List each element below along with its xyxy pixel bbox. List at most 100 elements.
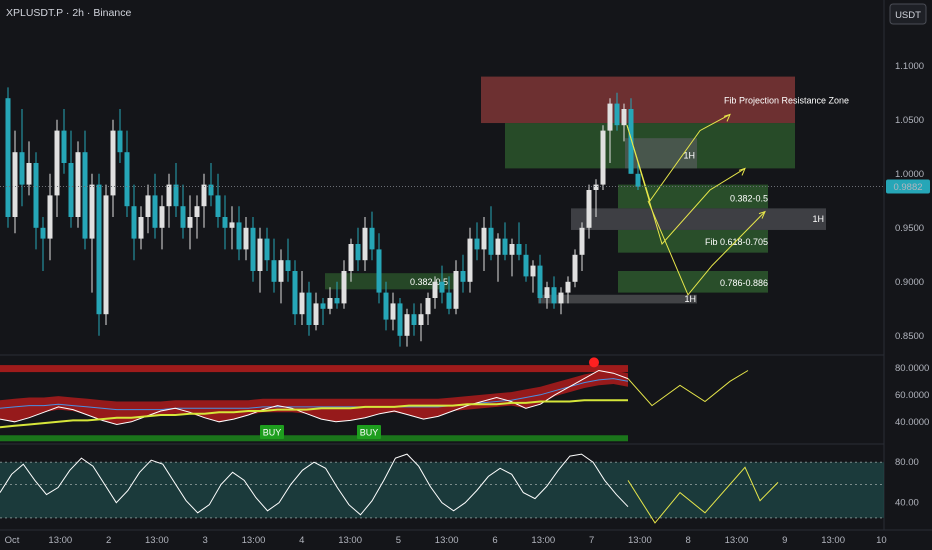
candle-body bbox=[516, 244, 522, 255]
zone-box bbox=[325, 273, 455, 290]
zone-label: 0.786-0.886 bbox=[720, 278, 768, 288]
zone-label: Fib Projection Resistance Zone bbox=[724, 95, 849, 105]
time-tick-label: 10 bbox=[876, 535, 887, 546]
candle-body bbox=[159, 206, 165, 228]
trend-cloud bbox=[0, 370, 628, 425]
zone-box bbox=[481, 76, 795, 124]
candle-body bbox=[47, 195, 53, 239]
projection-arrowhead bbox=[738, 167, 746, 176]
candle-body bbox=[509, 244, 515, 255]
candle-body bbox=[278, 260, 284, 282]
grid bbox=[0, 0, 932, 531]
candle-body bbox=[502, 238, 508, 255]
time-tick-label: 13:00 bbox=[145, 535, 169, 546]
candle-body bbox=[117, 130, 123, 153]
oscillator-band bbox=[0, 462, 884, 518]
candle-body bbox=[208, 184, 214, 196]
candle-body bbox=[495, 238, 501, 255]
axes: Oct 13:00 2 13:00 3 13:00 4 13:00 5 13:00 6 13:00 7 1… bbox=[0, 61, 930, 546]
time-tick-label: 7 bbox=[589, 535, 594, 546]
candle-body bbox=[320, 303, 326, 309]
candle-body bbox=[432, 281, 438, 298]
trend-oscillator-pane: BUY BUY bbox=[0, 357, 749, 442]
candle-body bbox=[257, 238, 263, 271]
zone-box bbox=[538, 294, 697, 304]
time-tick-label: 8 bbox=[686, 535, 691, 546]
candle-body bbox=[614, 103, 620, 126]
candle-body bbox=[348, 244, 354, 271]
overbought-band bbox=[0, 365, 628, 373]
time-tick-label: 13:00 bbox=[628, 535, 652, 546]
price-tick-label: 0.9000 bbox=[895, 277, 924, 288]
candle-body bbox=[565, 281, 571, 293]
time-tick-label: Oct bbox=[5, 535, 20, 546]
candle-body bbox=[285, 260, 291, 271]
candle-body bbox=[306, 292, 312, 325]
candle-body bbox=[180, 206, 186, 228]
candle-body bbox=[439, 281, 445, 293]
currency-button[interactable] bbox=[889, 3, 927, 25]
price-tick-label: 0.8500 bbox=[895, 331, 924, 342]
osc-series-line bbox=[0, 378, 629, 411]
candle-body bbox=[355, 244, 361, 261]
last-price-tag bbox=[886, 179, 930, 194]
candle-body bbox=[215, 195, 221, 217]
candle-body bbox=[579, 227, 585, 255]
candle-body bbox=[201, 184, 207, 207]
candle-body bbox=[369, 227, 375, 250]
price-tick-label: 1.0000 bbox=[895, 169, 924, 180]
candle-body bbox=[453, 271, 459, 309]
time-tick-label: 13:00 bbox=[242, 535, 266, 546]
candle-body bbox=[390, 303, 396, 320]
candle-body bbox=[19, 152, 25, 185]
osc-tick-label: 40.0000 bbox=[895, 417, 929, 428]
buy-signal-label: BUY bbox=[360, 428, 379, 438]
time-tick-label: 9 bbox=[782, 535, 787, 546]
candle-body bbox=[138, 217, 144, 239]
osc-series-line bbox=[0, 399, 628, 429]
candle-body bbox=[376, 249, 382, 293]
projection-path bbox=[647, 200, 766, 296]
time-tick-label: 3 bbox=[203, 535, 208, 546]
candle-body bbox=[82, 152, 88, 239]
osc-tick-label: 80.0000 bbox=[895, 363, 929, 374]
zone-box bbox=[618, 271, 768, 293]
candle-body bbox=[12, 152, 18, 217]
candle-body bbox=[411, 314, 417, 325]
candle-body bbox=[236, 222, 242, 250]
osc-tick-label: 80.00 bbox=[895, 457, 919, 468]
candle-body bbox=[481, 227, 487, 250]
projection-arrowhead bbox=[723, 113, 731, 122]
sell-signal-dot bbox=[589, 357, 599, 368]
candle-body bbox=[334, 298, 340, 304]
candle-body bbox=[243, 227, 249, 250]
time-tick-label: 13:00 bbox=[725, 535, 749, 546]
time-tick-label: 13:00 bbox=[338, 535, 362, 546]
zone-label: 1H bbox=[683, 150, 695, 160]
candle-body bbox=[607, 103, 613, 131]
candle-body bbox=[635, 173, 641, 187]
candle-body bbox=[229, 222, 235, 228]
candle-body bbox=[152, 195, 158, 228]
candle-body bbox=[145, 195, 151, 217]
candle-body bbox=[460, 271, 466, 282]
zone-label: 1H bbox=[684, 294, 696, 304]
candle-body bbox=[5, 98, 11, 217]
time-tick-label: 13:00 bbox=[821, 535, 845, 546]
candle-body bbox=[264, 238, 270, 261]
candle-body bbox=[551, 287, 557, 304]
time-tick-label: 13:00 bbox=[435, 535, 459, 546]
projection-arrowhead bbox=[758, 210, 766, 219]
oscillator-line bbox=[0, 453, 629, 516]
candle-body bbox=[166, 184, 172, 207]
candle-body bbox=[446, 292, 452, 309]
candle-body bbox=[26, 163, 32, 185]
candle-body bbox=[383, 292, 389, 320]
time-tick-label: 2 bbox=[106, 535, 111, 546]
time-tick-label: 13:00 bbox=[531, 535, 555, 546]
oversold-band bbox=[0, 435, 628, 442]
candle-body bbox=[61, 130, 67, 163]
candle-body bbox=[96, 184, 102, 315]
zone-box bbox=[625, 138, 697, 169]
